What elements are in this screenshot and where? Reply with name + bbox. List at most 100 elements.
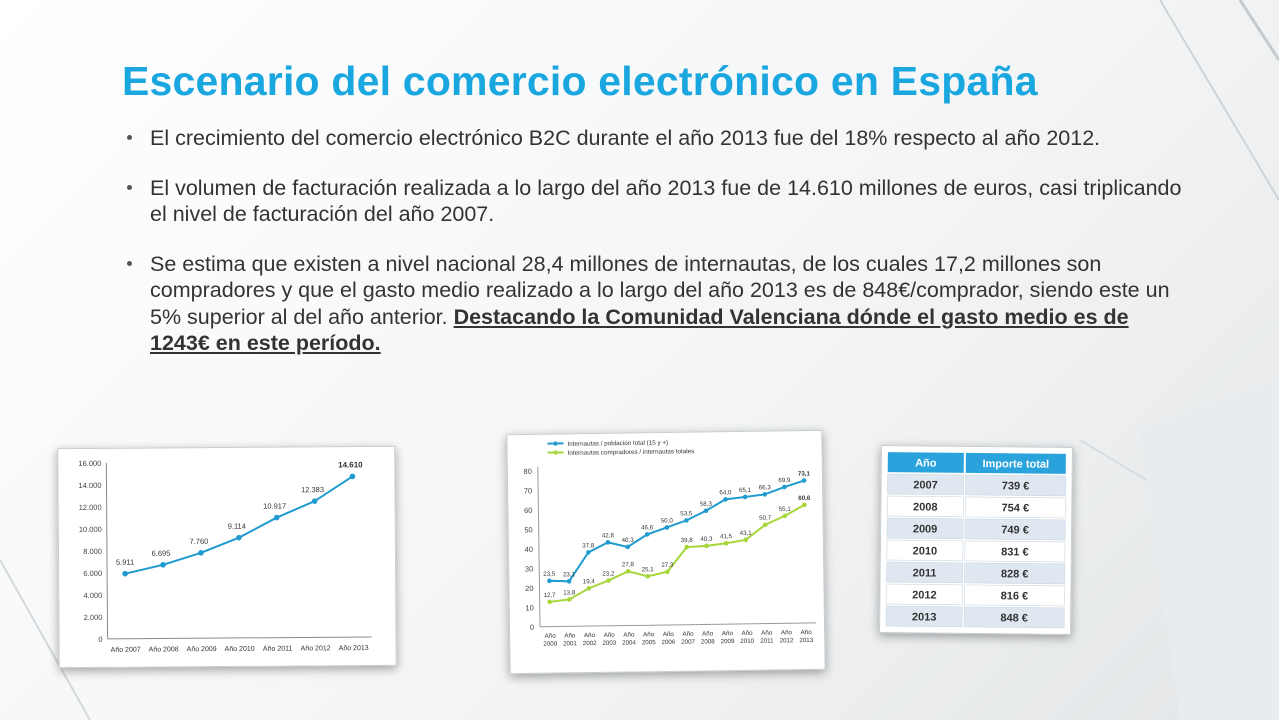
table-header-label: Importe total <box>982 458 1049 471</box>
x-axis-line <box>540 622 817 628</box>
revenue-data-label: 7.760 <box>189 537 208 546</box>
x-tick-label-part: Año <box>663 631 675 638</box>
series-data-label: 55,1 <box>779 506 792 513</box>
x-tick-label: Año2010 <box>740 630 755 645</box>
table-amount: 816 € <box>1001 590 1029 602</box>
series-data-label: 50,7 <box>759 515 772 522</box>
x-tick-label-part: Año <box>623 631 635 638</box>
series-data-point <box>645 574 651 579</box>
table-cell <box>964 562 1066 585</box>
revenue-data-label: 10.917 <box>263 501 286 510</box>
x-tick-label: Año 2012 <box>301 645 331 652</box>
series-data-label: 23,5 <box>543 571 556 578</box>
series-data-point <box>625 569 631 574</box>
x-tick-label: Año2013 <box>799 629 814 644</box>
series-data-point <box>664 525 670 530</box>
y-tick-label: 8.000 <box>83 547 102 556</box>
x-tick-label-part: 2006 <box>661 639 675 646</box>
x-tick-label-part: Año <box>564 632 576 639</box>
series-data-point <box>782 484 787 490</box>
y-tick-label: 60 <box>524 506 532 515</box>
series-data-point <box>762 522 768 528</box>
series-data-label: 46,6 <box>641 524 654 531</box>
series-data-point <box>684 544 690 550</box>
x-tick-label-part: 2010 <box>740 638 754 645</box>
x-tick-label: Año 2011 <box>263 646 293 653</box>
series-data-label: 64,0 <box>719 489 732 496</box>
bullet-dot <box>127 184 132 190</box>
y-tick-label: 70 <box>524 486 532 495</box>
internautas-chart-frame: 0 10 20 30 40 50 60 70 80 Año2000 Año2001 Año2002 Añ… <box>506 429 826 675</box>
table-year: 2009 <box>913 523 938 535</box>
table-year: 2011 <box>913 567 937 579</box>
y-tick-label: 16.000 <box>78 459 101 468</box>
x-tick-label-part: 2003 <box>602 640 616 647</box>
series-data-label: 37,8 <box>582 542 595 549</box>
x-tick-label-part: 2001 <box>563 640 577 647</box>
series-data-point <box>605 540 611 545</box>
table-cell <box>886 517 964 540</box>
revenue-data-point <box>273 514 280 521</box>
revenue-data-label: 6.695 <box>152 549 171 558</box>
series-data-point <box>704 543 709 549</box>
table-amount: 828 € <box>1001 568 1029 580</box>
table-amount: 831 € <box>1001 546 1029 558</box>
series-data-label: 27,8 <box>622 561 635 568</box>
revenue-data-point <box>122 570 128 577</box>
y-tick-label: 12.000 <box>79 503 102 512</box>
table-year: 2008 <box>913 501 938 513</box>
series-data-label: 43,1 <box>740 530 753 537</box>
x-tick-label-part: Año <box>682 631 694 638</box>
series-data-label: 23,2 <box>602 570 615 577</box>
x-tick-label-part: Año <box>781 629 793 636</box>
x-tick-label: Año2000 <box>543 633 558 648</box>
y-axis-line <box>537 466 541 627</box>
x-tick-label-part: Año <box>742 630 754 637</box>
x-tick-label-part: Año <box>604 632 616 639</box>
x-tick-label-part: 2000 <box>543 641 557 648</box>
table-cell <box>964 584 1065 607</box>
y-tick-label: 10.000 <box>79 525 102 534</box>
table-year: 2012 <box>912 589 937 601</box>
bullet-item: El crecimiento del comercio electrónico … <box>124 125 1184 152</box>
series-data-label: 12,7 <box>544 592 557 599</box>
table-header-label: Año <box>915 457 937 469</box>
series-data-point <box>644 532 650 537</box>
table-cell <box>885 605 963 628</box>
revenue-data-point <box>198 550 204 556</box>
bullet-emphasis: Destacando la Comunidad Valenciana dónde… <box>150 304 1129 356</box>
revenue-data-point <box>311 498 318 504</box>
x-tick-label-part: 2009 <box>721 638 735 645</box>
table-header-cell <box>965 452 1066 474</box>
y-tick-label: 14.000 <box>79 481 102 490</box>
series-data-label: 73,1 <box>798 470 811 477</box>
series-data-point <box>567 597 572 602</box>
table-cell <box>964 518 1066 541</box>
y-axis-line <box>105 462 109 639</box>
series-data-point <box>762 492 768 497</box>
x-axis-line <box>107 636 372 640</box>
series-data-label: 13,8 <box>563 589 576 596</box>
series-data-label: 27,3 <box>661 562 674 569</box>
x-tick-label-part: 2007 <box>681 639 695 646</box>
y-tick-label: 4.000 <box>83 591 102 600</box>
y-tick-label: 2.000 <box>84 613 103 622</box>
legend-marker <box>553 450 558 455</box>
x-tick-label-part: Año <box>545 633 557 640</box>
x-tick-label: Año2011 <box>760 630 774 645</box>
revenue-chart-frame: 0 2.000 4.000 6.000 8.000 10.000 12.000 14.000 1… <box>57 445 397 669</box>
table-amount: 848 € <box>1000 612 1028 624</box>
series-data-point <box>586 585 592 591</box>
table-cell <box>886 495 964 518</box>
x-tick-label: Año2002 <box>583 632 598 647</box>
table-cell <box>886 583 963 606</box>
x-tick-label: Año 2013 <box>339 645 369 652</box>
bullet-list: El crecimiento del comercio electrónico … <box>124 125 1184 380</box>
legend-label: Internautas compradores / internautas to… <box>568 448 695 457</box>
series-data-point <box>802 502 807 508</box>
x-tick-label: Año2004 <box>622 631 637 646</box>
series-data-label: 25,1 <box>642 566 655 573</box>
series-data-label: 53,5 <box>680 510 693 517</box>
revenue-line-chart: 0 2.000 4.000 6.000 8.000 10.000 12.000 14.000 1… <box>78 459 372 654</box>
table-cell <box>965 474 1066 497</box>
